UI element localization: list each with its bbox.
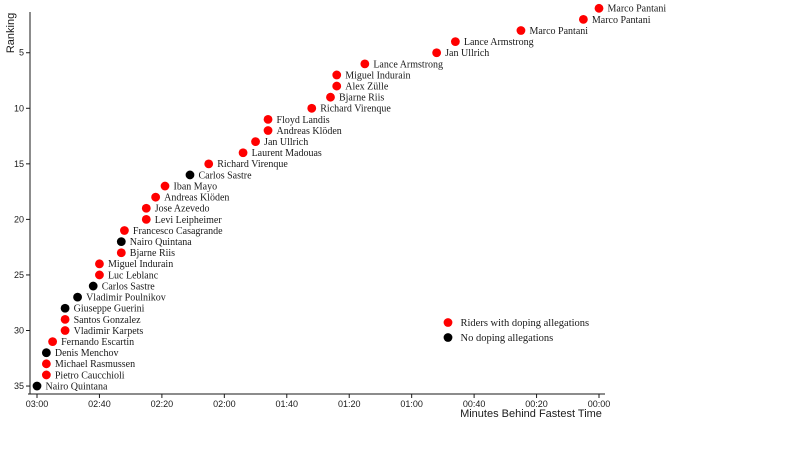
data-point-doping[interactable] [41,359,51,369]
data-point-label: Bjarne Riis [339,93,384,104]
y-axis-tick-label: 25 [14,270,24,280]
data-point-label: Marco Pantani [608,4,667,15]
legend-label-doping: Riders with doping allegations [461,318,590,329]
data-point-label: Jan Ullrich [264,137,308,148]
legend-swatch-doping [443,318,453,327]
data-point-doping[interactable] [48,337,58,346]
data-point-doping[interactable] [204,159,214,169]
data-point-doping[interactable] [95,259,104,269]
x-axis-title: Minutes Behind Fastest Time [460,408,602,420]
data-point-label: Miguel Indurain [108,259,173,270]
data-point-label: Floyd Landis [277,115,330,126]
data-point-label: Lance Armstrong [373,59,443,70]
data-point-doping[interactable] [326,92,335,102]
x-axis-tick-label: 01:20 [338,399,361,409]
data-point-label: Miguel Indurain [345,70,410,81]
data-point-label: Nairo Quintana [46,381,108,392]
data-point-doping[interactable] [60,314,70,324]
x-axis-tick-label: 01:40 [276,399,299,409]
data-point-label: Richard Virenque [217,159,288,170]
data-point-label: Vladimir Karpets [74,326,144,337]
data-point-label: Laurent Madouas [252,148,322,159]
data-point-doping[interactable] [332,81,342,91]
legend-swatch-clean [443,333,453,342]
data-point-doping[interactable] [238,148,248,158]
y-axis-title: Ranking [5,13,17,53]
x-axis-tick-label: 02:00 [213,399,236,409]
data-point-label: Santos Gonzalez [74,315,141,326]
data-point-label: Giuseppe Guerini [74,304,145,315]
data-point-clean[interactable] [60,303,70,313]
data-point-doping[interactable] [116,248,126,258]
data-point-clean[interactable] [73,292,82,302]
data-point-clean[interactable] [116,237,126,247]
data-point-label: Levi Leipheimer [155,215,223,226]
legend-label-clean: No doping allegations [461,333,554,344]
data-point-doping[interactable] [160,181,170,191]
data-point-clean[interactable] [32,381,42,391]
data-point-clean[interactable] [88,281,98,291]
data-point-doping[interactable] [516,26,526,35]
y-axis-tick-label: 30 [14,325,24,335]
data-point-doping[interactable] [60,326,70,335]
y-axis-tick-label: 10 [14,103,24,113]
data-point-doping[interactable] [141,214,151,224]
data-point-label: Carlos Sastre [102,281,156,292]
data-point-clean[interactable] [41,348,51,358]
x-axis-tick-label: 03:00 [26,399,49,409]
x-axis-tick-label: 00:00 [588,399,611,409]
data-point-clean[interactable] [185,170,195,180]
data-point-label: Nairo Quintana [130,237,192,248]
data-point-doping[interactable] [432,48,442,58]
data-point-doping[interactable] [151,192,161,202]
data-point-label: Vladimir Poulnikov [86,293,166,304]
data-point-doping[interactable] [263,115,273,124]
y-axis-tick-label: 35 [14,381,24,391]
data-point-doping[interactable] [251,137,260,147]
data-point-doping[interactable] [41,370,51,380]
data-point-doping[interactable] [594,3,604,13]
data-point-label: Carlos Sastre [198,170,252,181]
data-point-doping[interactable] [450,37,460,47]
data-point-label: Francesco Casagrande [133,226,223,237]
data-point-label: Marco Pantani [529,26,588,37]
data-point-label: Denis Menchov [55,348,119,359]
data-point-label: Jose Azevedo [155,204,210,215]
data-point-label: Iban Mayo [174,181,218,192]
x-axis-tick-label: 00:20 [525,399,548,409]
x-axis-tick-label: 02:20 [151,399,174,409]
data-point-label: Pietro Caucchioli [55,370,125,381]
x-axis-tick-label: 02:40 [88,399,111,409]
data-point-label: Richard Virenque [320,104,391,115]
data-point-label: Luc Leblanc [108,270,159,281]
y-axis-tick-label: 20 [14,214,24,224]
data-point-label: Andreas Klöden [277,126,342,137]
data-point-doping[interactable] [141,203,151,213]
data-point-label: Fernando Escartin [61,337,134,348]
data-point-label: Jan Ullrich [445,48,489,59]
data-point-label: Alex Zülle [345,81,389,92]
data-point-label: Bjarne Riis [130,248,175,259]
data-point-doping[interactable] [263,126,273,135]
data-point-doping[interactable] [120,226,129,235]
y-axis-tick-label: 5 [19,48,24,58]
x-axis-tick-label: 00:40 [463,399,486,409]
data-point-doping[interactable] [307,103,317,113]
data-point-label: Michael Rasmussen [55,359,135,370]
data-point-doping[interactable] [360,59,370,69]
x-axis-tick-label: 01:00 [400,399,423,409]
data-point-label: Lance Armstrong [464,37,534,48]
data-point-label: Andreas Klöden [164,193,229,204]
data-point-label: Marco Pantani [592,15,651,26]
y-axis-tick-label: 15 [14,159,24,169]
data-point-doping[interactable] [332,70,342,80]
data-point-doping[interactable] [578,15,588,24]
data-point-doping[interactable] [95,270,104,280]
